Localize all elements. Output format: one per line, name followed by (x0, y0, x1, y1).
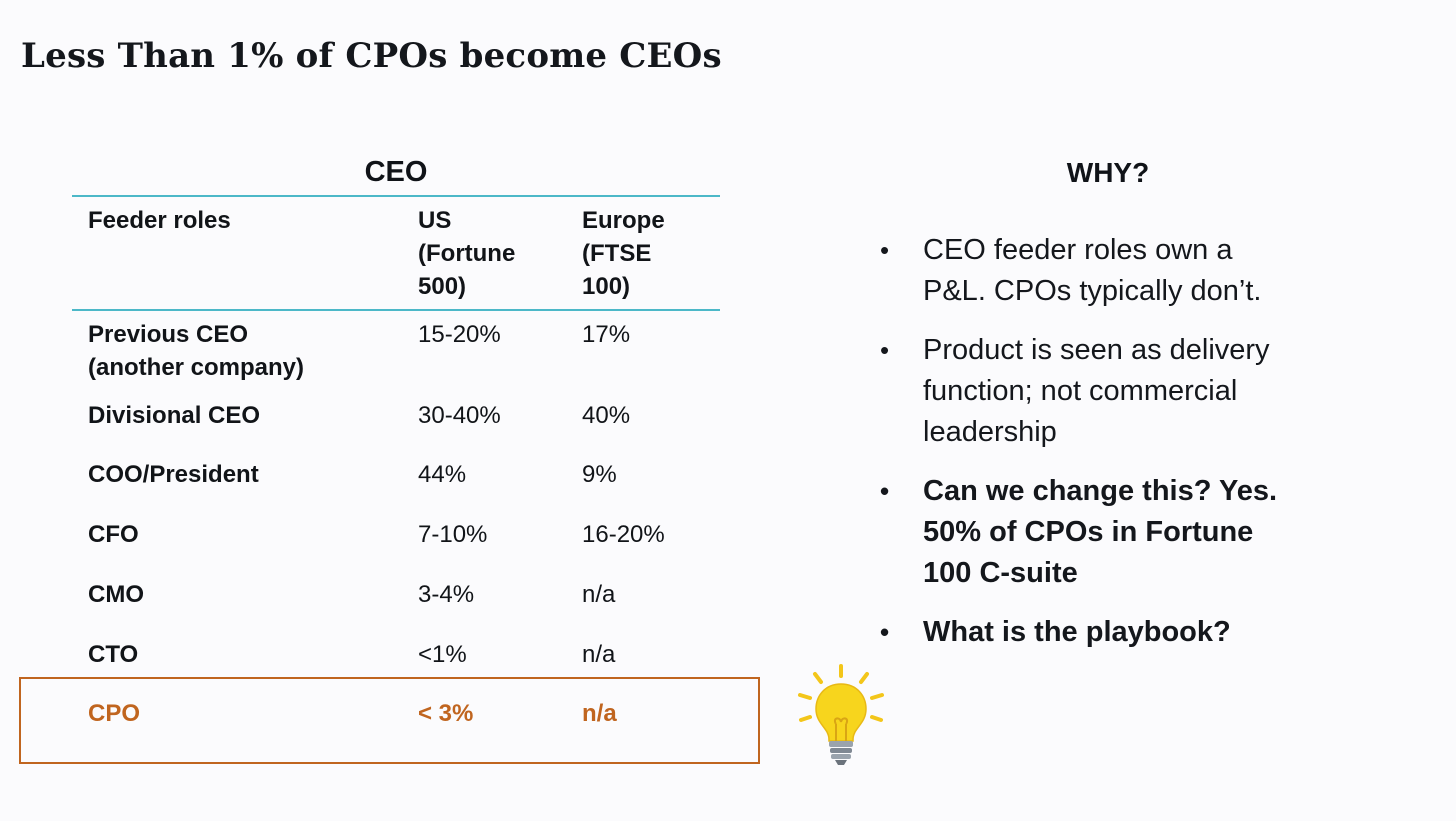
table-caption: CEO (364, 156, 428, 188)
row-role: COO/President (88, 461, 259, 488)
header-europe: Europe (FTSE 100) (582, 207, 665, 300)
bullet-icon: • (880, 235, 890, 265)
row-us-value: 15-20% (418, 321, 501, 348)
row-role: CFO (88, 521, 139, 548)
row-europe-value: n/a (582, 581, 616, 608)
list-item: • CEO feeder roles own a P&L. CPOs typic… (880, 230, 1350, 312)
bullet-icon: • (880, 476, 890, 506)
cpo-us-value: < 3% (418, 700, 474, 727)
row-europe-value: 16-20% (582, 521, 665, 548)
why-bullet-list: • CEO feeder roles own a P&L. CPOs typic… (880, 230, 1350, 671)
row-us-value: 3-4% (418, 581, 475, 608)
table-top-rule (72, 195, 720, 197)
row-europe-value: n/a (582, 641, 616, 668)
row-europe-value: 40% (582, 402, 631, 429)
why-heading: WHY? (1066, 157, 1150, 188)
row-role: CTO (88, 641, 139, 668)
lightbulb-icon (798, 664, 884, 765)
row-europe-value: 9% (582, 461, 617, 488)
slide-title: Less Than 1% of CPOs become CEOs (21, 36, 722, 76)
row-us-value: <1% (418, 641, 467, 668)
bullet-icon: • (880, 617, 890, 647)
row-europe-value: 17% (582, 321, 631, 348)
row-role: CMO (88, 581, 144, 608)
row-us-value: 44% (418, 461, 467, 488)
cpo-role: CPO (88, 700, 141, 727)
row-us-value: 30-40% (418, 402, 501, 429)
bullet-icon: • (880, 335, 890, 365)
list-item: • Can we change this? Yes. 50% of CPOs i… (880, 471, 1350, 594)
list-item: • Product is seen as delivery function; … (880, 330, 1350, 453)
header-feeder-roles: Feeder roles (88, 207, 231, 234)
row-role: Previous CEO (another company) (88, 321, 305, 381)
cpo-highlight-box (19, 677, 760, 764)
table-header-rule (72, 309, 720, 311)
row-us-value: 7-10% (418, 521, 488, 548)
list-item: • What is the playbook? (880, 612, 1350, 653)
header-us: US (Fortune 500) (418, 207, 516, 300)
cpo-europe-value: n/a (582, 700, 617, 727)
row-role: Divisional CEO (88, 402, 261, 429)
